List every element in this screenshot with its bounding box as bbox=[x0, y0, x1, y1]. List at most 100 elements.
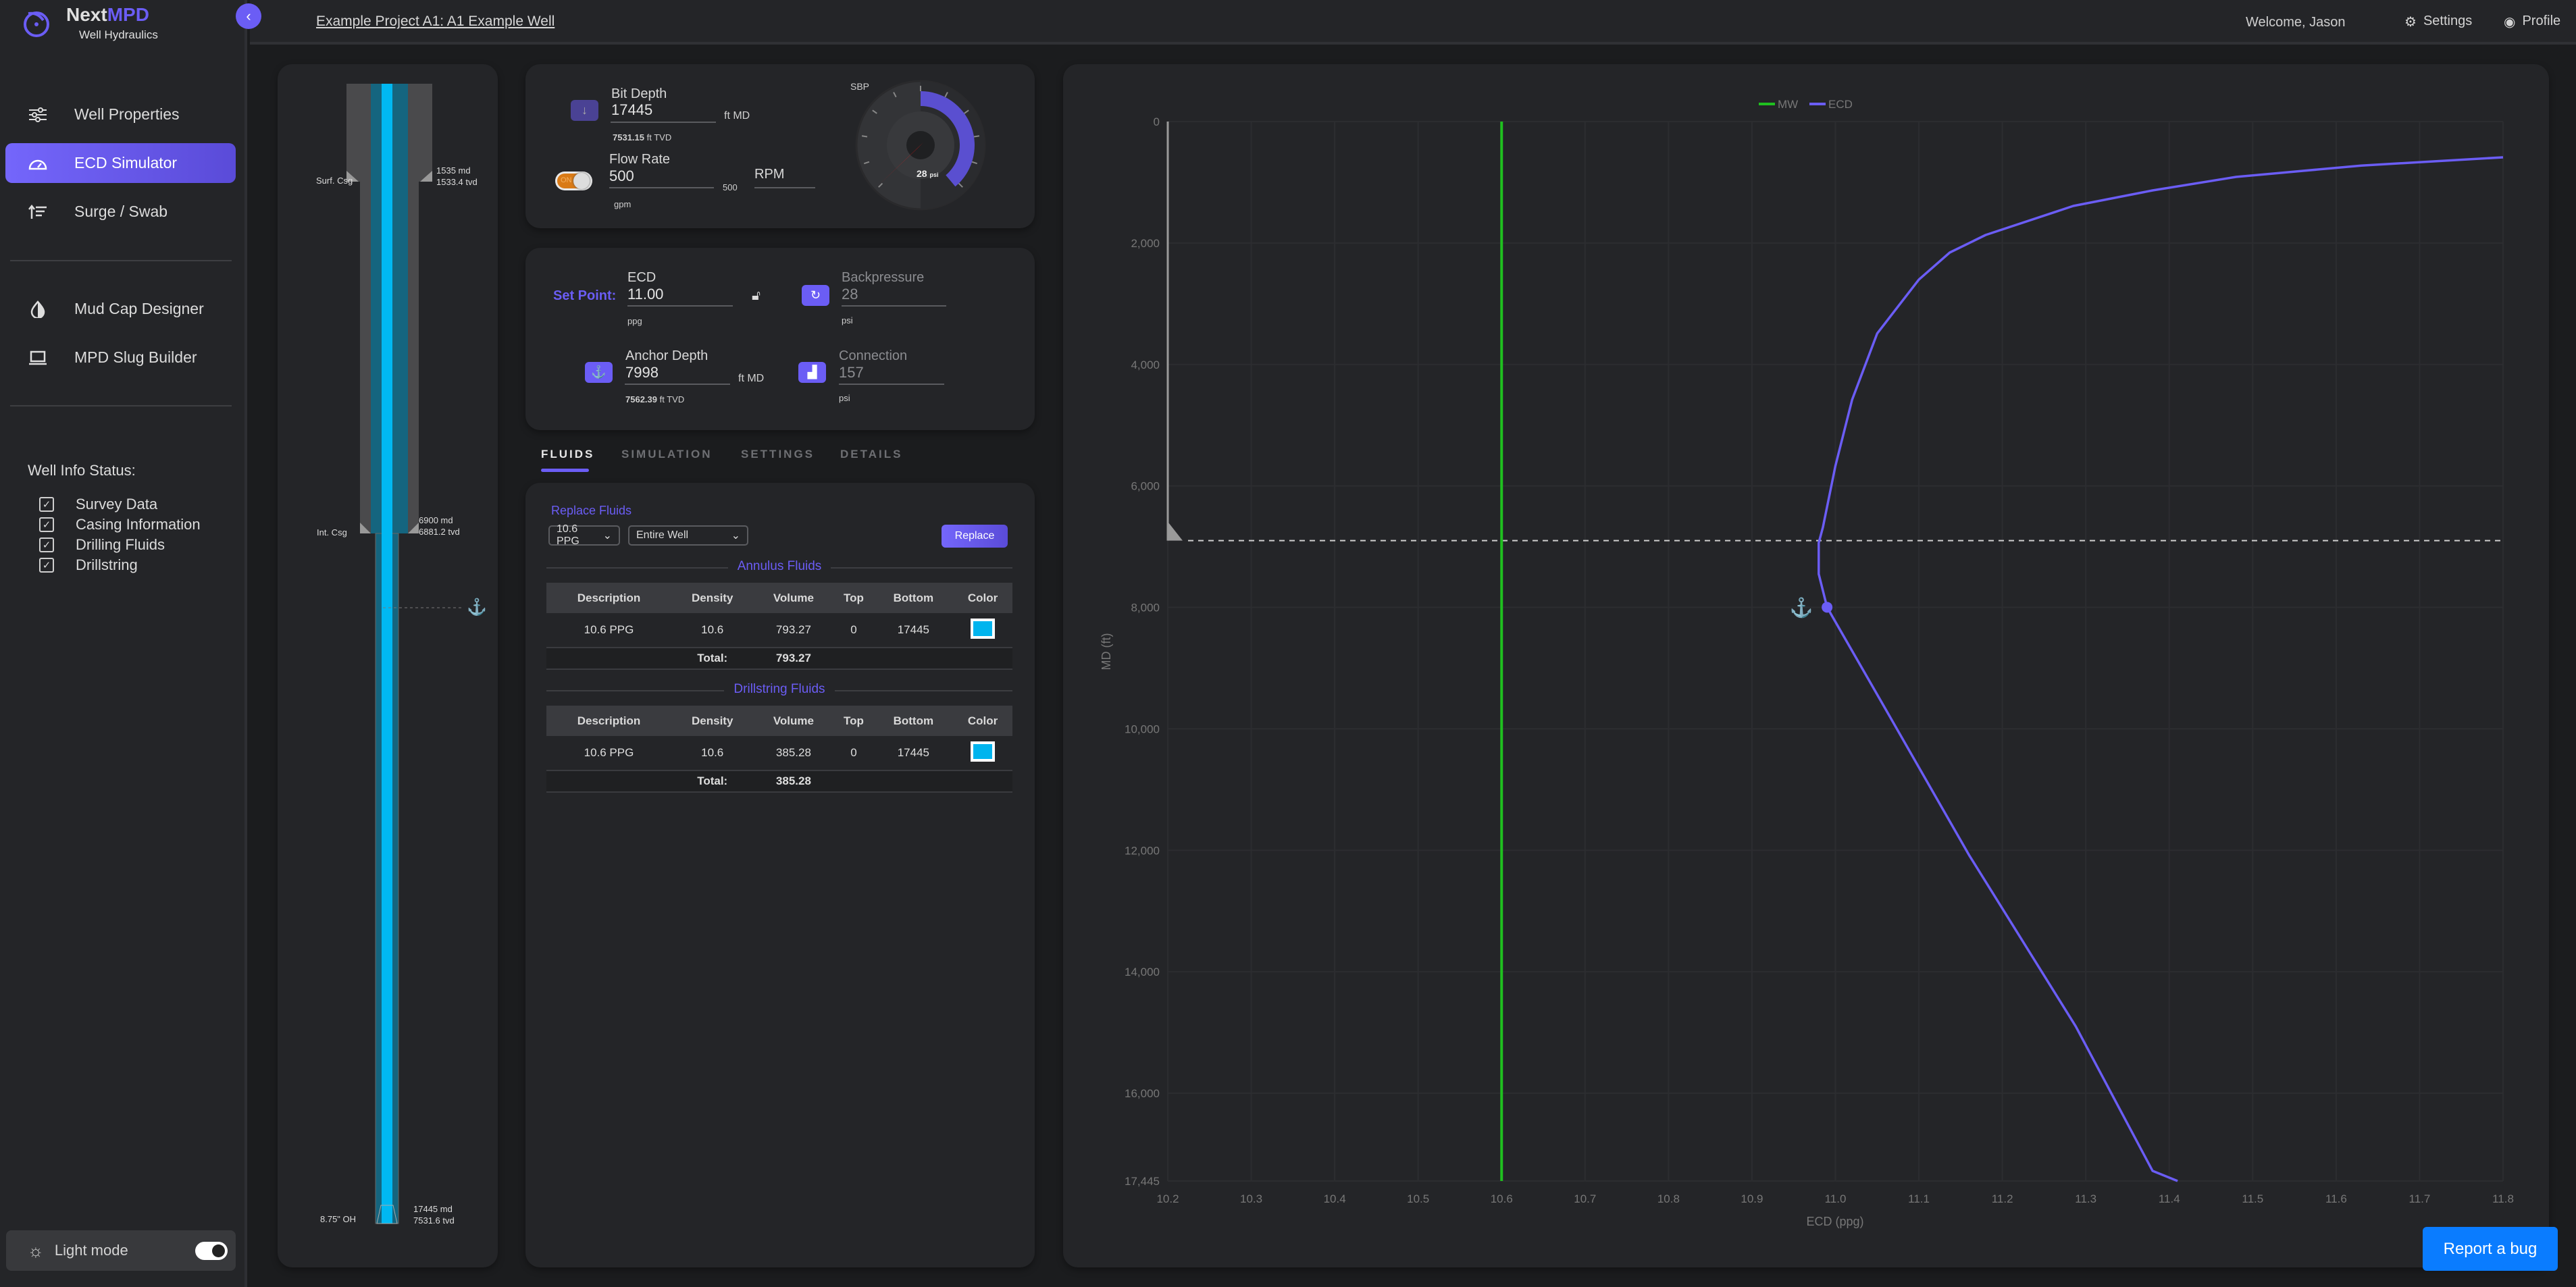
sun-icon: ☼ bbox=[28, 1240, 44, 1261]
gauge-needle bbox=[877, 142, 923, 187]
bit-icon bbox=[376, 1205, 398, 1224]
x-tick-label: 11.1 bbox=[1908, 1192, 1930, 1205]
sidebar-item-well-properties[interactable]: Well Properties bbox=[5, 95, 236, 134]
col-bottom: Bottom bbox=[873, 706, 954, 736]
gauge-value-arc bbox=[921, 91, 975, 187]
color-swatch[interactable] bbox=[971, 741, 996, 762]
connection-underline bbox=[839, 384, 944, 385]
cell-volume: 385.28 bbox=[775, 746, 811, 759]
x-tick-label: 11.2 bbox=[1992, 1192, 2013, 1205]
anchor-depth-button[interactable]: ⚓ bbox=[585, 362, 613, 383]
range-select[interactable]: Entire Well ⌄ bbox=[628, 525, 748, 546]
y-tick-label: 8,000 bbox=[1131, 602, 1160, 614]
profile-label: Profile bbox=[2522, 14, 2561, 28]
ecd-chart[interactable]: 10.2 10.3 10.4 10.5 10.6 10.7 10.8 10.9 11.0 11.1… bbox=[1063, 64, 2549, 1267]
color-swatch[interactable] bbox=[971, 618, 996, 639]
ecd-setpoint-input[interactable]: 11.00 bbox=[627, 286, 664, 303]
sidebar-divider bbox=[10, 405, 232, 406]
chevron-down-icon: ⌄ bbox=[731, 530, 740, 542]
col-top: Top bbox=[833, 583, 874, 613]
well-schematic bbox=[346, 84, 463, 1224]
gauge-tick bbox=[893, 92, 897, 98]
status-label: Drillstring bbox=[76, 556, 138, 573]
sidebar-item-surge-swab[interactable]: Surge / Swab bbox=[5, 192, 236, 232]
sidebar-item-mud-cap-designer[interactable]: Mud Cap Designer bbox=[5, 289, 236, 329]
int-csg-tvd: 6881.2 tvd bbox=[419, 527, 460, 537]
gauge-tick bbox=[964, 109, 969, 114]
gauge-tick bbox=[878, 182, 883, 188]
col-volume: Volume bbox=[753, 706, 834, 736]
gauge-tick bbox=[872, 109, 877, 114]
fluid-select-value: 10.6 PPG bbox=[557, 523, 579, 547]
col-color: Color bbox=[953, 583, 1012, 613]
ecd-chart-panel: 10.2 10.3 10.4 10.5 10.6 10.7 10.8 10.9 11.0 11.1… bbox=[1063, 64, 2549, 1267]
int-csg-md: 6900 md bbox=[419, 515, 453, 525]
sidebar-item-mpd-slug-builder[interactable]: MPD Slug Builder bbox=[5, 338, 236, 377]
col-description: Description bbox=[546, 706, 671, 736]
chevron-down-icon: ⌄ bbox=[602, 530, 612, 542]
well-schematic-panel: ⚓ Surf. Csg 1535 md 1533.4 tvd Int. Csg … bbox=[278, 64, 498, 1267]
cell-top: 0 bbox=[850, 623, 857, 636]
cell-color[interactable] bbox=[953, 613, 1012, 648]
unlock-icon[interactable]: 🔓︎ bbox=[752, 288, 761, 303]
project-title-link[interactable]: Example Project A1: A1 Example Well bbox=[316, 14, 555, 29]
connection-input[interactable]: 157 bbox=[839, 364, 864, 381]
surf-csg-label: Surf. Csg bbox=[316, 176, 353, 186]
light-mode-label: Light mode bbox=[54, 1242, 128, 1259]
table-row[interactable]: 10.6 PPG 10.6 385.28 0 17445 bbox=[546, 736, 1012, 770]
bit-depth-down-button[interactable]: ↓ bbox=[571, 100, 598, 121]
col-top: Top bbox=[833, 706, 874, 736]
tab-settings[interactable]: SETTINGS bbox=[741, 448, 815, 461]
anchor-depth-input[interactable]: 7998 bbox=[625, 364, 659, 381]
status-label: Drilling Fluids bbox=[76, 536, 165, 553]
bit-depth-input[interactable]: 17445 bbox=[611, 101, 653, 118]
x-tick-label: 10.5 bbox=[1407, 1192, 1429, 1205]
y-tick-label: 12,000 bbox=[1125, 844, 1160, 857]
profile-link[interactable]: ◉ Profile bbox=[2504, 14, 2560, 30]
report-bug-button[interactable]: Report a bug bbox=[2423, 1227, 2558, 1271]
settings-link[interactable]: ⚙ Settings bbox=[2404, 14, 2472, 30]
tab-simulation[interactable]: SIMULATION bbox=[621, 448, 713, 461]
flow-rate-underline bbox=[609, 187, 714, 188]
x-tick-label: 11.0 bbox=[1825, 1192, 1847, 1205]
sidebar-item-label: Well Properties bbox=[74, 105, 180, 123]
connection-button[interactable]: ▟ bbox=[798, 362, 826, 383]
int-casing-shoe-right bbox=[408, 523, 419, 533]
x-tick-label: 11.3 bbox=[2075, 1192, 2096, 1205]
annulus-fluids-table: Description Density Volume Top Bottom Color 1… bbox=[546, 583, 1012, 670]
chevron-left-icon: ‹ bbox=[246, 7, 251, 24]
table-row[interactable]: 10.6 PPG 10.6 793.27 0 17445 bbox=[546, 613, 1012, 648]
fluid-select[interactable]: 10.6 PPG ⌄ bbox=[548, 523, 620, 547]
flow-rate-label: Flow Rate bbox=[609, 152, 671, 167]
backpressure-input[interactable]: 28 bbox=[842, 286, 858, 303]
surface-casing-shoe-left bbox=[346, 171, 359, 182]
x-axis-label: ECD (ppg) bbox=[1806, 1215, 1863, 1228]
status-drillstring: ✓ Drillstring bbox=[39, 556, 138, 574]
light-mode-toggle[interactable] bbox=[195, 1241, 228, 1260]
user-circle-icon: ◉ bbox=[2504, 15, 2516, 30]
flow-rate-aux: 500 bbox=[723, 182, 738, 192]
col-bottom: Bottom bbox=[873, 583, 954, 613]
cell-color[interactable] bbox=[953, 736, 1012, 770]
x-tick-label: 10.9 bbox=[1741, 1192, 1763, 1205]
rpm-input[interactable] bbox=[754, 187, 815, 188]
y-tick-label: 0 bbox=[1154, 115, 1160, 128]
pump-toggle[interactable]: ON bbox=[555, 172, 592, 190]
tab-fluids[interactable]: FLUIDS bbox=[541, 448, 595, 461]
status-label: Survey Data bbox=[76, 496, 158, 513]
setpoint-title: Set Point: bbox=[553, 288, 617, 303]
x-tick-label: 10.6 bbox=[1491, 1192, 1513, 1205]
settings-label: Settings bbox=[2423, 14, 2473, 28]
annulus-fluids-title: Annulus Fluids bbox=[727, 559, 831, 573]
collapse-sidebar-button[interactable]: ‹ bbox=[236, 3, 261, 29]
replace-fluids-title: Replace Fluids bbox=[551, 504, 632, 517]
cell-bottom: 17445 bbox=[897, 746, 929, 759]
anchor-depth-tvd: 7562.39 ft TVD bbox=[625, 394, 684, 404]
tab-details[interactable]: DETAILS bbox=[840, 448, 903, 461]
drillstring-fluids-table: Description Density Volume Top Bottom Color 1… bbox=[546, 706, 1012, 793]
flow-rate-input[interactable]: 500 bbox=[609, 167, 634, 184]
x-tick-label: 11.5 bbox=[2242, 1192, 2263, 1205]
sidebar-item-ecd-simulator[interactable]: ECD Simulator bbox=[5, 143, 236, 183]
replace-button[interactable]: Replace bbox=[942, 525, 1008, 548]
refresh-backpressure-button[interactable]: ↻ bbox=[802, 285, 829, 306]
